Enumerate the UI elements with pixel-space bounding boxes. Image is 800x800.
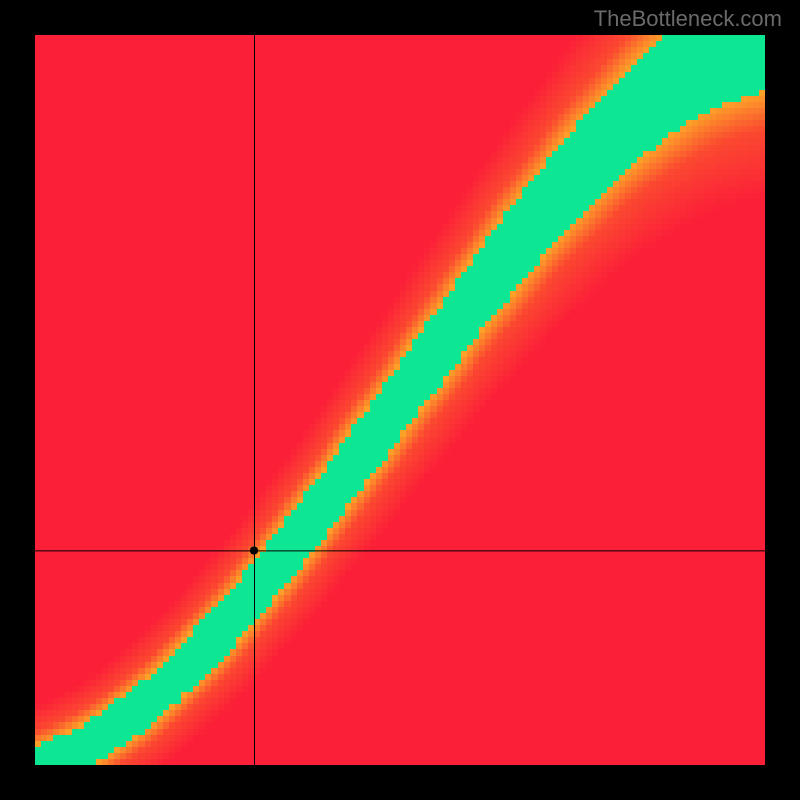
watermark-text: TheBottleneck.com <box>594 6 782 32</box>
chart-container: TheBottleneck.com <box>0 0 800 800</box>
crosshair-overlay <box>35 35 765 765</box>
